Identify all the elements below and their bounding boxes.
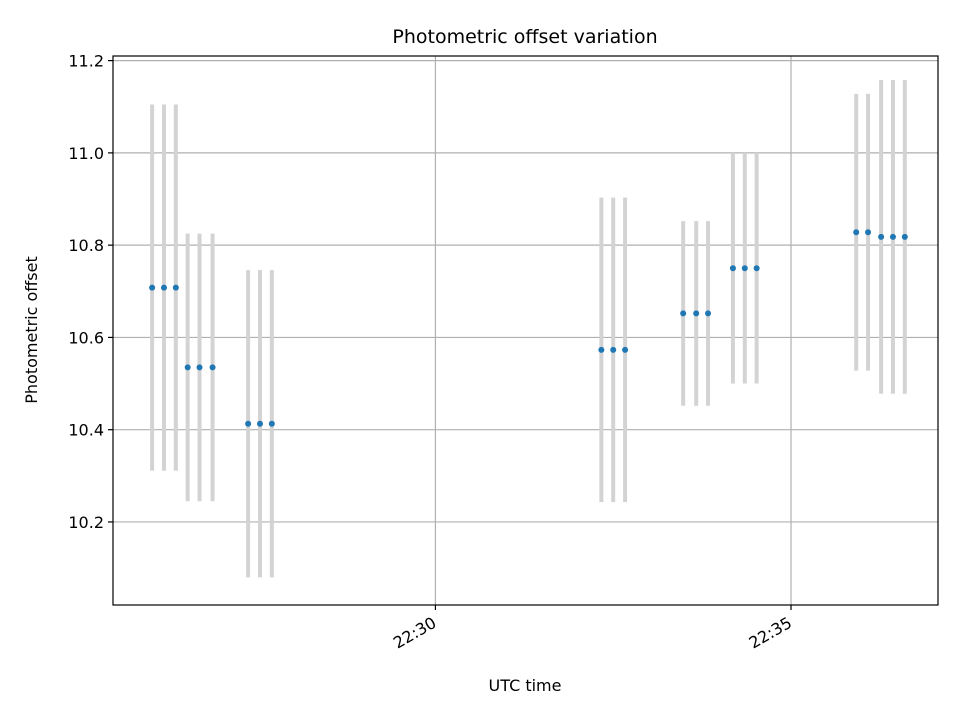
y-tick-label: 10.2 <box>68 513 104 532</box>
x-axis-label: UTC time <box>489 676 562 695</box>
chart-title: Photometric offset variation <box>392 26 657 48</box>
data-point <box>209 364 216 371</box>
data-point <box>729 265 736 272</box>
data-point <box>753 265 760 272</box>
data-point <box>268 420 275 427</box>
data-point <box>705 310 712 317</box>
data-points <box>149 229 908 427</box>
data-point <box>160 284 167 291</box>
data-point <box>865 229 872 236</box>
data-point <box>598 346 605 353</box>
data-point <box>901 233 908 240</box>
data-point <box>680 310 687 317</box>
y-tick-label: 11.0 <box>68 144 104 163</box>
data-point <box>693 310 700 317</box>
data-point <box>172 284 179 291</box>
plot-frame <box>112 55 939 606</box>
data-point <box>878 233 885 240</box>
data-point <box>184 364 191 371</box>
y-axis-label: Photometric offset <box>22 256 41 404</box>
data-point <box>622 346 629 353</box>
data-point <box>853 229 860 236</box>
grid <box>113 56 938 605</box>
data-point <box>245 420 252 427</box>
y-tick-label: 10.8 <box>68 236 104 255</box>
data-point <box>149 284 156 291</box>
data-point <box>610 346 617 353</box>
data-point <box>256 420 263 427</box>
y-axis-ticks: 10.2 10.4 10.6 10.8 11.0 11.2 <box>68 52 113 532</box>
data-point <box>741 265 748 272</box>
y-tick-label: 10.6 <box>68 328 104 347</box>
data-point <box>889 233 896 240</box>
y-tick-label: 10.4 <box>68 421 104 440</box>
data-point <box>196 364 203 371</box>
y-tick-label: 11.2 <box>68 52 104 71</box>
